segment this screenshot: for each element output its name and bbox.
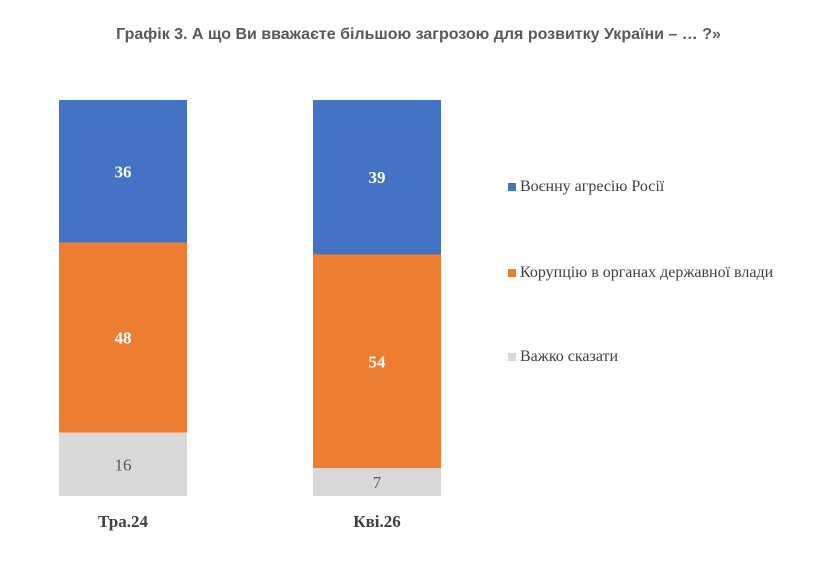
data-label-tra24-corruption: 48 [115, 329, 132, 348]
bar-segment-tra24-corruption [59, 242, 187, 433]
legend-swatch-russian-aggression [508, 183, 516, 191]
bar-segment-kvi26-hard-to-say [313, 468, 441, 496]
category-label-kvi26: Кві.26 [353, 512, 400, 531]
bar-segment-tra24-russian-aggression [59, 100, 187, 243]
data-label-tra24-russian-aggression: 36 [115, 162, 132, 181]
chart-title: Графік 3. А що Ви вважаєте більшою загро… [116, 26, 721, 43]
legend-label-russian-aggression: Воєнну агресію Росії [520, 178, 665, 195]
legend-item-russian-aggression: Воєнну агресію Росії [508, 176, 810, 198]
data-label-kvi26-corruption: 54 [369, 352, 387, 371]
legend-item-hard-to-say: Важко сказати [508, 346, 810, 368]
data-label-kvi26-russian-aggression: 39 [369, 168, 386, 187]
bar-segment-kvi26-corruption [313, 254, 441, 469]
legend-label-hard-to-say: Важко сказати [520, 348, 619, 365]
bar-segment-tra24-hard-to-say [59, 432, 187, 496]
legend-swatch-corruption [508, 269, 516, 277]
legend-label-corruption: Корупцію в органах державної влади [520, 264, 774, 281]
legend-item-corruption: Корупцію в органах державної влади [508, 262, 810, 284]
data-label-kvi26-hard-to-say: 7 [373, 473, 382, 492]
data-label-tra24-hard-to-say: 16 [115, 455, 132, 474]
category-label-tra24: Тра.24 [98, 512, 148, 531]
legend-swatch-hard-to-say [508, 353, 516, 361]
bar-segment-kvi26-russian-aggression [313, 100, 441, 255]
